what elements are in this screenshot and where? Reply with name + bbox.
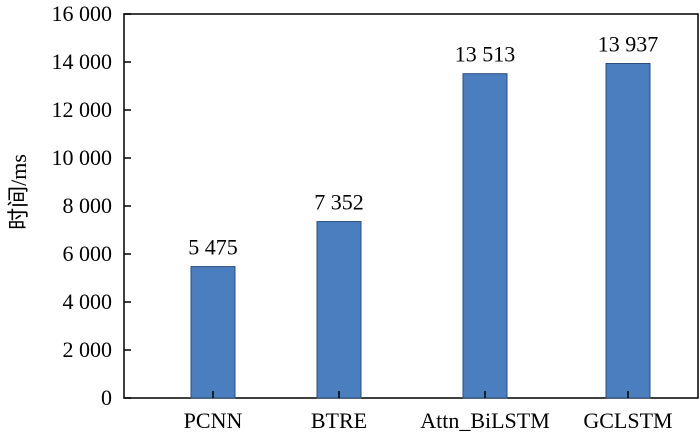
y-tick-label: 12 000 — [52, 97, 113, 122]
y-axis-title: 时间/ms — [6, 154, 31, 230]
y-tick-label: 10 000 — [52, 145, 113, 170]
bar-btre — [316, 221, 362, 399]
y-tick-label: 0 — [101, 385, 112, 410]
y-axis-ticks: 0 2 000 4 000 6 000 8 000 10 000 12 000 14 000 1… — [52, 1, 131, 410]
x-tick-label: PCNN — [184, 408, 243, 433]
bars-group — [190, 63, 651, 399]
y-tick-label: 2 000 — [63, 337, 113, 362]
x-tick-label: GCLSTM — [583, 408, 672, 433]
y-tick-label: 4 000 — [63, 289, 113, 314]
value-labels-group: 5 475 7 352 13 513 13 937 — [188, 32, 658, 260]
bar-value-label: 5 475 — [188, 235, 238, 260]
y-tick-label: 14 000 — [52, 49, 113, 74]
bar-value-label: 7 352 — [314, 190, 364, 215]
y-tick-label: 8 000 — [63, 193, 113, 218]
x-tick-label: BTRE — [311, 408, 367, 433]
bar-value-label: 13 937 — [598, 32, 659, 57]
bar-pcnn — [190, 266, 236, 399]
x-tick-label: Attn_BiLSTM — [420, 408, 550, 433]
y-tick-label: 16 000 — [52, 1, 113, 26]
y-tick-label: 6 000 — [63, 241, 113, 266]
bar-gclstm — [605, 63, 651, 399]
bar-value-label: 13 513 — [455, 42, 516, 67]
x-axis-ticks: PCNN BTRE Attn_BiLSTM GCLSTM — [184, 391, 673, 433]
bar-attn-bilstm — [462, 73, 508, 399]
